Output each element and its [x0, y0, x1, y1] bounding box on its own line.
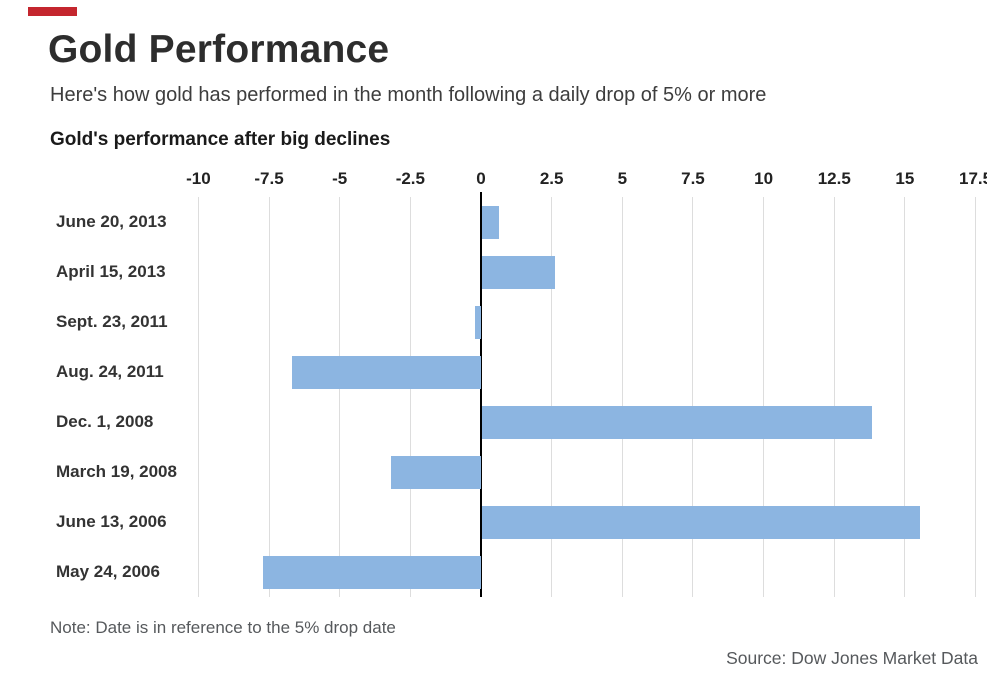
source-credit: Source: Dow Jones Market Data: [726, 648, 978, 668]
page-subtitle: Here's how gold has performed in the mon…: [50, 84, 767, 106]
bar: [482, 255, 556, 289]
x-tick-label: 10: [754, 169, 774, 188]
category-label: May 24, 2006: [56, 562, 160, 581]
x-tick-label: -7.5: [254, 169, 284, 188]
category-label: Aug. 24, 2011: [56, 362, 164, 381]
footnote: Note: Date is in reference to the 5% dro…: [50, 618, 396, 637]
gridline: [975, 197, 977, 597]
gridline: [621, 197, 623, 597]
gridline: [551, 197, 553, 597]
x-tick-label: -2.5: [395, 169, 425, 188]
gridline: [197, 197, 199, 597]
x-tick-label: 17.5: [959, 169, 987, 188]
x-tick-label: 2.5: [539, 169, 564, 188]
x-tick-label: 5: [617, 169, 628, 188]
category-label: Dec. 1, 2008: [56, 412, 154, 431]
category-label: June 20, 2013: [56, 212, 167, 231]
accent-dash: [28, 7, 77, 16]
page-title: Gold Performance: [48, 28, 390, 71]
bar: [482, 405, 872, 439]
gridline: [833, 197, 835, 597]
bar: [263, 555, 481, 589]
bar: [390, 455, 481, 489]
x-tick-label: -10: [186, 169, 211, 188]
gridline: [339, 197, 341, 597]
bar: [291, 355, 481, 389]
gridline: [692, 197, 694, 597]
gridline: [409, 197, 411, 597]
x-tick-label: 7.5: [681, 169, 705, 188]
category-label: April 15, 2013: [56, 262, 166, 281]
bar: [482, 505, 921, 539]
bar: [475, 305, 481, 339]
zero-axis-line: [480, 192, 482, 597]
category-label: Sept. 23, 2011: [56, 312, 168, 331]
x-tick-label: -5: [332, 169, 348, 188]
x-tick-label: 0: [476, 169, 486, 188]
gridline: [763, 197, 765, 597]
category-label: March 19, 2008: [56, 462, 177, 481]
x-tick-label: 15: [895, 169, 915, 188]
gridline: [268, 197, 270, 597]
x-tick-label: 12.5: [817, 169, 851, 188]
gridline: [904, 197, 906, 597]
chart-heading: Gold's performance after big declines: [50, 129, 391, 150]
category-label: June 13, 2006: [56, 512, 167, 531]
bar: [482, 205, 499, 239]
